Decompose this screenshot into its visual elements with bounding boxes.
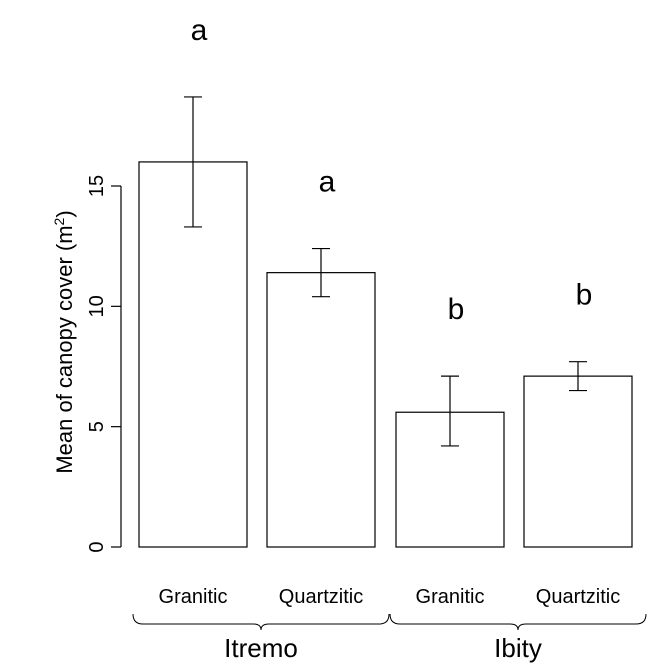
group-brace <box>389 613 647 631</box>
y-tick-label: 5 <box>86 421 108 432</box>
y-axis-title: Mean of canopy cover (m2) <box>51 210 77 473</box>
group-braces-layer: Itremo Ibity <box>132 613 647 663</box>
category-label: Granitic <box>416 586 485 608</box>
bars-layer <box>138 161 633 548</box>
category-label: Granitic <box>159 586 228 608</box>
significance-label: a <box>191 14 208 47</box>
y-tick-label: 0 <box>86 541 108 552</box>
significance-label: b <box>576 279 593 312</box>
category-label: Quartzitic <box>279 586 363 608</box>
bar <box>395 411 505 548</box>
group-label: Itremo <box>224 633 298 663</box>
y-tick-label: 10 <box>86 295 108 317</box>
significance-label: a <box>319 166 336 199</box>
bar <box>266 272 376 548</box>
y-axis-title-suffix: ) <box>52 210 77 217</box>
significance-label: b <box>448 293 465 326</box>
group-brace <box>132 613 390 631</box>
group-label: Ibity <box>494 633 542 663</box>
category-labels-layer: Granitic Quartzitic Granitic Quartzitic <box>159 586 621 608</box>
bar <box>523 375 633 548</box>
category-label: Quartzitic <box>536 586 620 608</box>
y-axis-title-superscript: 2 <box>51 217 67 225</box>
y-axis: 0 5 10 15 <box>86 175 122 553</box>
significance-labels-layer: a a b b <box>191 14 593 326</box>
y-tick-label: 15 <box>86 175 108 197</box>
error-bars-layer <box>184 96 587 447</box>
y-axis-title-main: Mean of canopy cover (m <box>52 225 77 473</box>
